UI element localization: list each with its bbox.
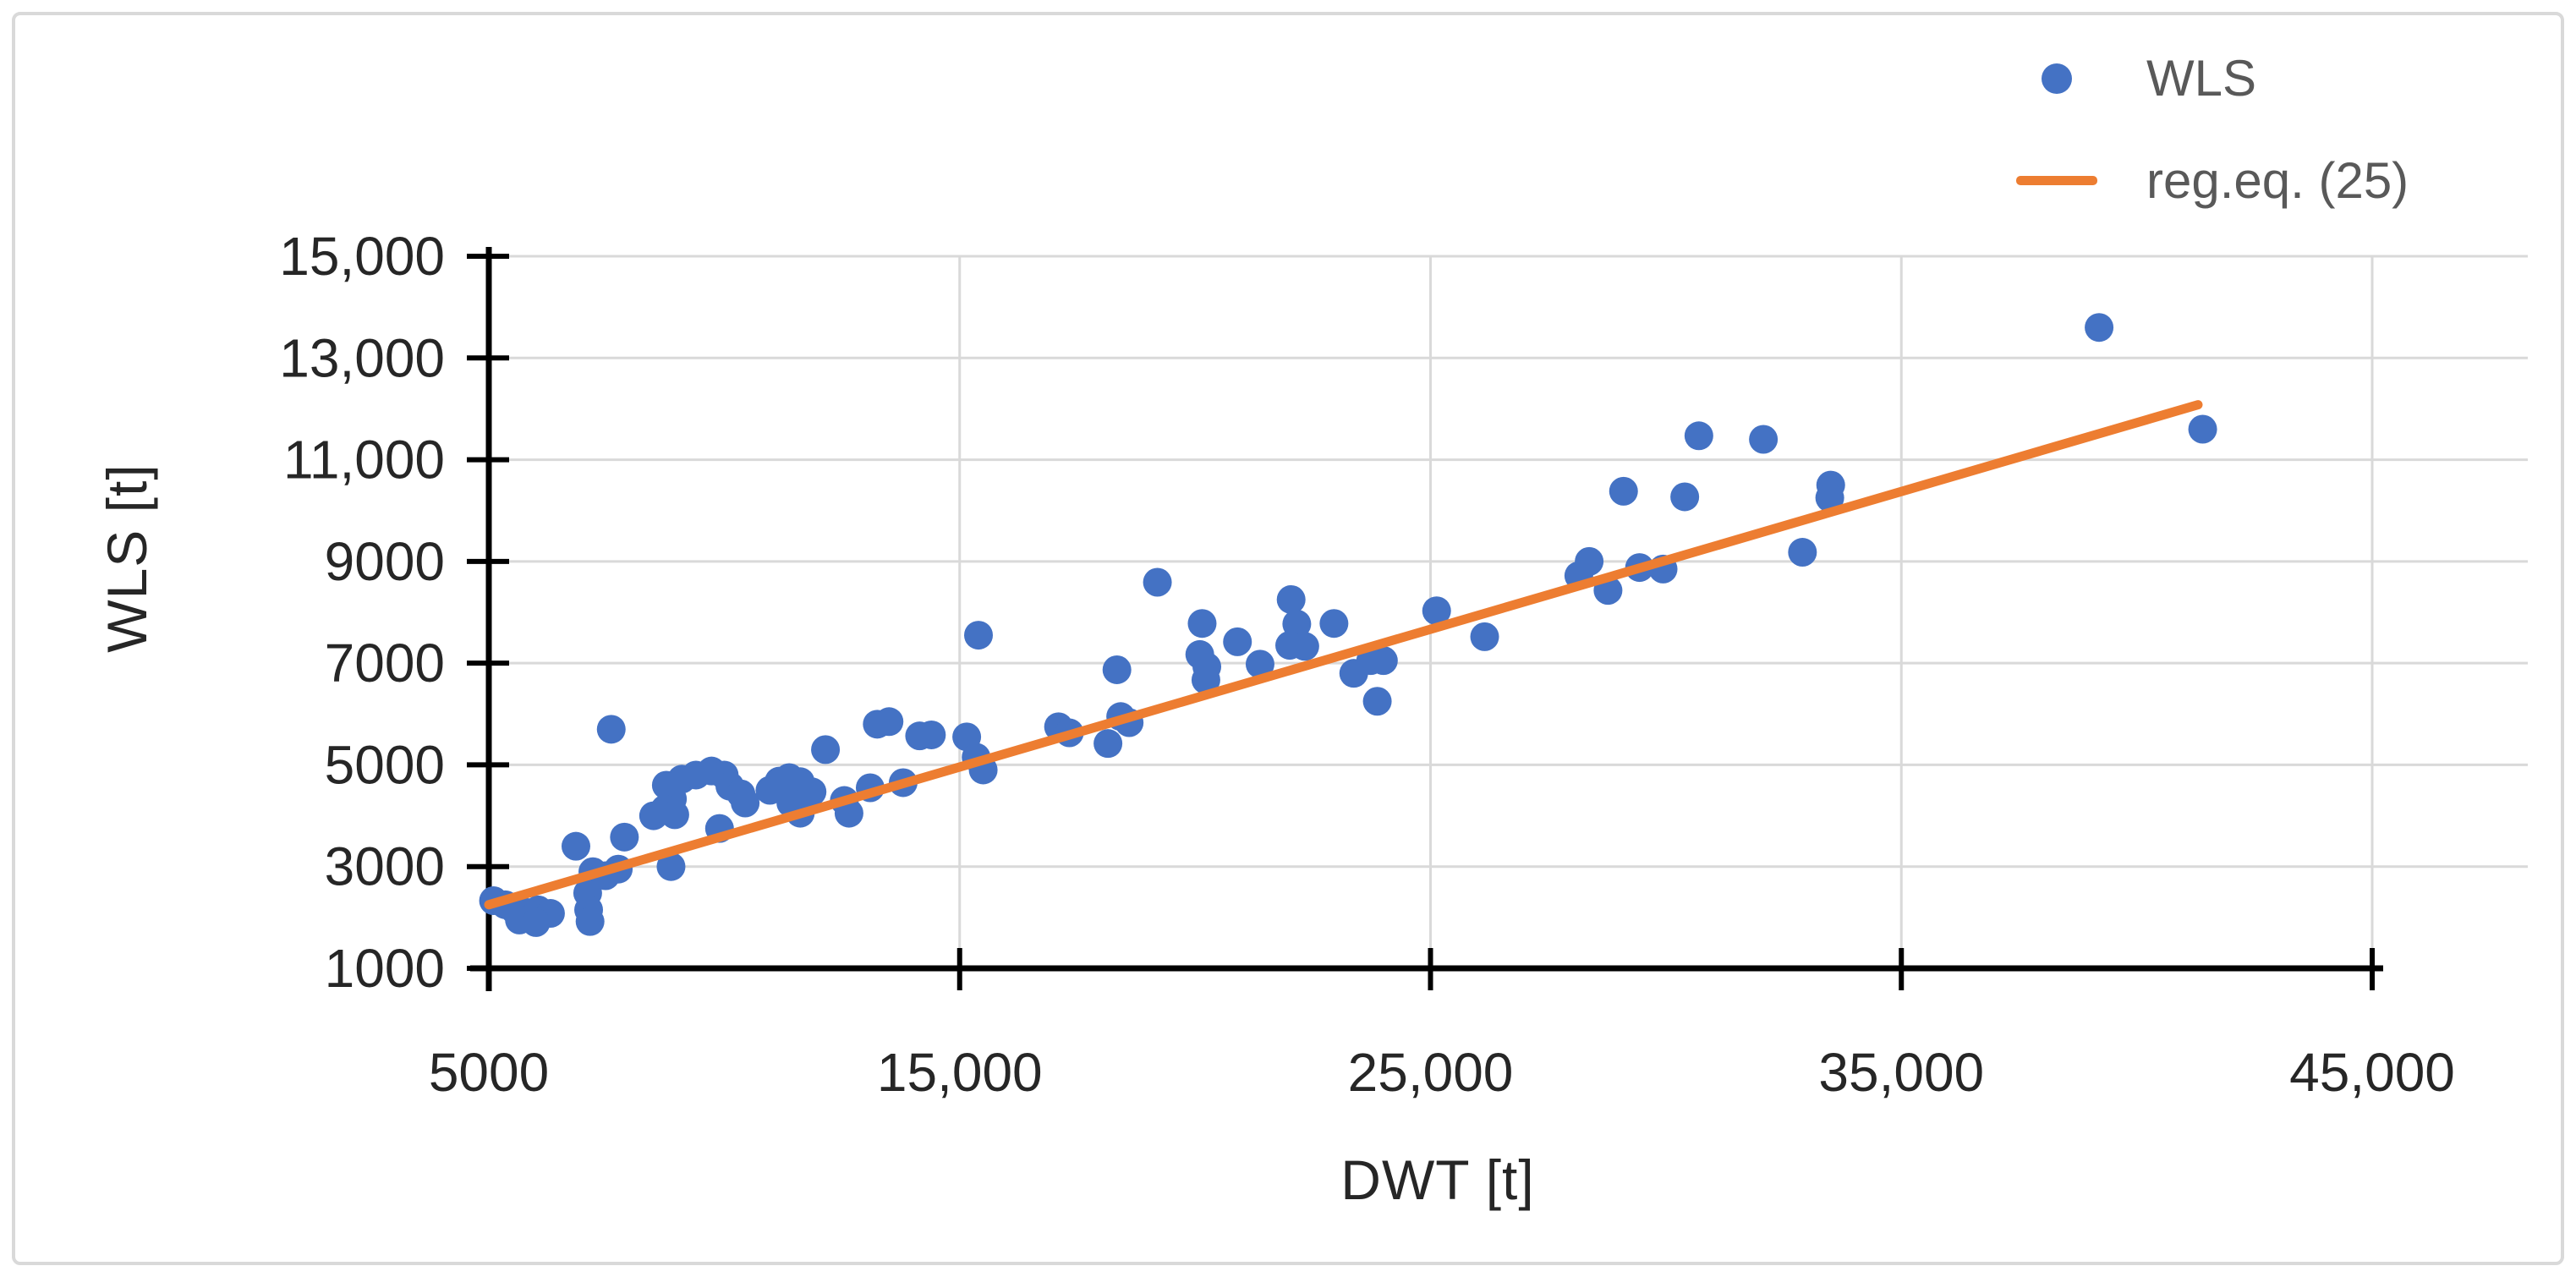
scatter-point xyxy=(917,720,946,749)
scatter-point xyxy=(561,831,590,861)
scatter-point xyxy=(1276,584,1306,614)
regression-line xyxy=(484,400,2203,910)
x-tick-label: 15,000 xyxy=(877,1042,1043,1103)
legend-scatter-marker-icon xyxy=(2042,63,2072,94)
scatter-point xyxy=(521,907,551,937)
scatter-point xyxy=(656,852,686,881)
legend: WLS reg.eq. (25) xyxy=(2003,49,2409,210)
scatter-point xyxy=(811,735,841,765)
scatter-point xyxy=(874,707,904,737)
scatter-point xyxy=(1102,655,1132,684)
y-tick-label: 13,000 xyxy=(279,327,445,388)
legend-label-regression: reg.eq. (25) xyxy=(2146,152,2409,209)
scatter-point xyxy=(1684,421,1713,451)
scatter-point xyxy=(1670,482,1700,512)
y-tick-label: 7000 xyxy=(325,633,445,693)
scatter-point xyxy=(1223,627,1252,656)
scatter-point xyxy=(610,822,639,852)
scatter-point xyxy=(1143,567,1172,597)
scatter-point xyxy=(1319,609,1349,638)
scatter-point xyxy=(1368,646,1398,676)
scatter-point xyxy=(2085,313,2114,343)
x-axis-title: DWT [t] xyxy=(1340,1148,1535,1211)
scatter-point xyxy=(1191,665,1220,694)
scatter-point xyxy=(1470,622,1499,651)
scatter-point xyxy=(1815,483,1844,512)
legend-item-wls: WLS xyxy=(2003,49,2409,107)
legend-line-marker-icon xyxy=(2016,176,2097,185)
scatter-point xyxy=(797,777,827,807)
x-tick-label: 5000 xyxy=(429,1042,549,1103)
legend-item-regression: reg.eq. (25) xyxy=(2003,151,2409,210)
y-tick-label: 5000 xyxy=(325,734,445,795)
scatter-point xyxy=(1362,687,1392,716)
y-tick-label: 1000 xyxy=(325,938,445,999)
y-axis-title: WLS [t] xyxy=(96,463,158,653)
y-tick-label: 3000 xyxy=(325,836,445,897)
scatter-point xyxy=(1788,538,1817,567)
legend-label-wls: WLS xyxy=(2146,50,2257,107)
scatter-point xyxy=(1093,729,1123,759)
scatter-point xyxy=(660,800,689,830)
scatter-point xyxy=(1290,632,1319,661)
y-tick-label: 15,000 xyxy=(279,226,445,287)
scatter-point xyxy=(596,715,626,744)
y-tick-label: 9000 xyxy=(325,531,445,592)
scatter-point xyxy=(1749,425,1779,454)
y-tick-label: 11,000 xyxy=(283,430,445,491)
scatter-point xyxy=(1245,649,1274,679)
scatter-point xyxy=(1609,476,1638,506)
scatter-point xyxy=(575,907,605,936)
scatter-point xyxy=(1422,596,1451,626)
x-tick-label: 25,000 xyxy=(1348,1042,1514,1103)
scatter-point xyxy=(731,788,760,818)
scatter-point xyxy=(2188,414,2217,444)
x-tick-label: 45,000 xyxy=(2289,1042,2455,1103)
x-tick-label: 35,000 xyxy=(1818,1042,1984,1103)
scatter-point xyxy=(964,621,994,650)
scatter-point xyxy=(1187,609,1217,638)
